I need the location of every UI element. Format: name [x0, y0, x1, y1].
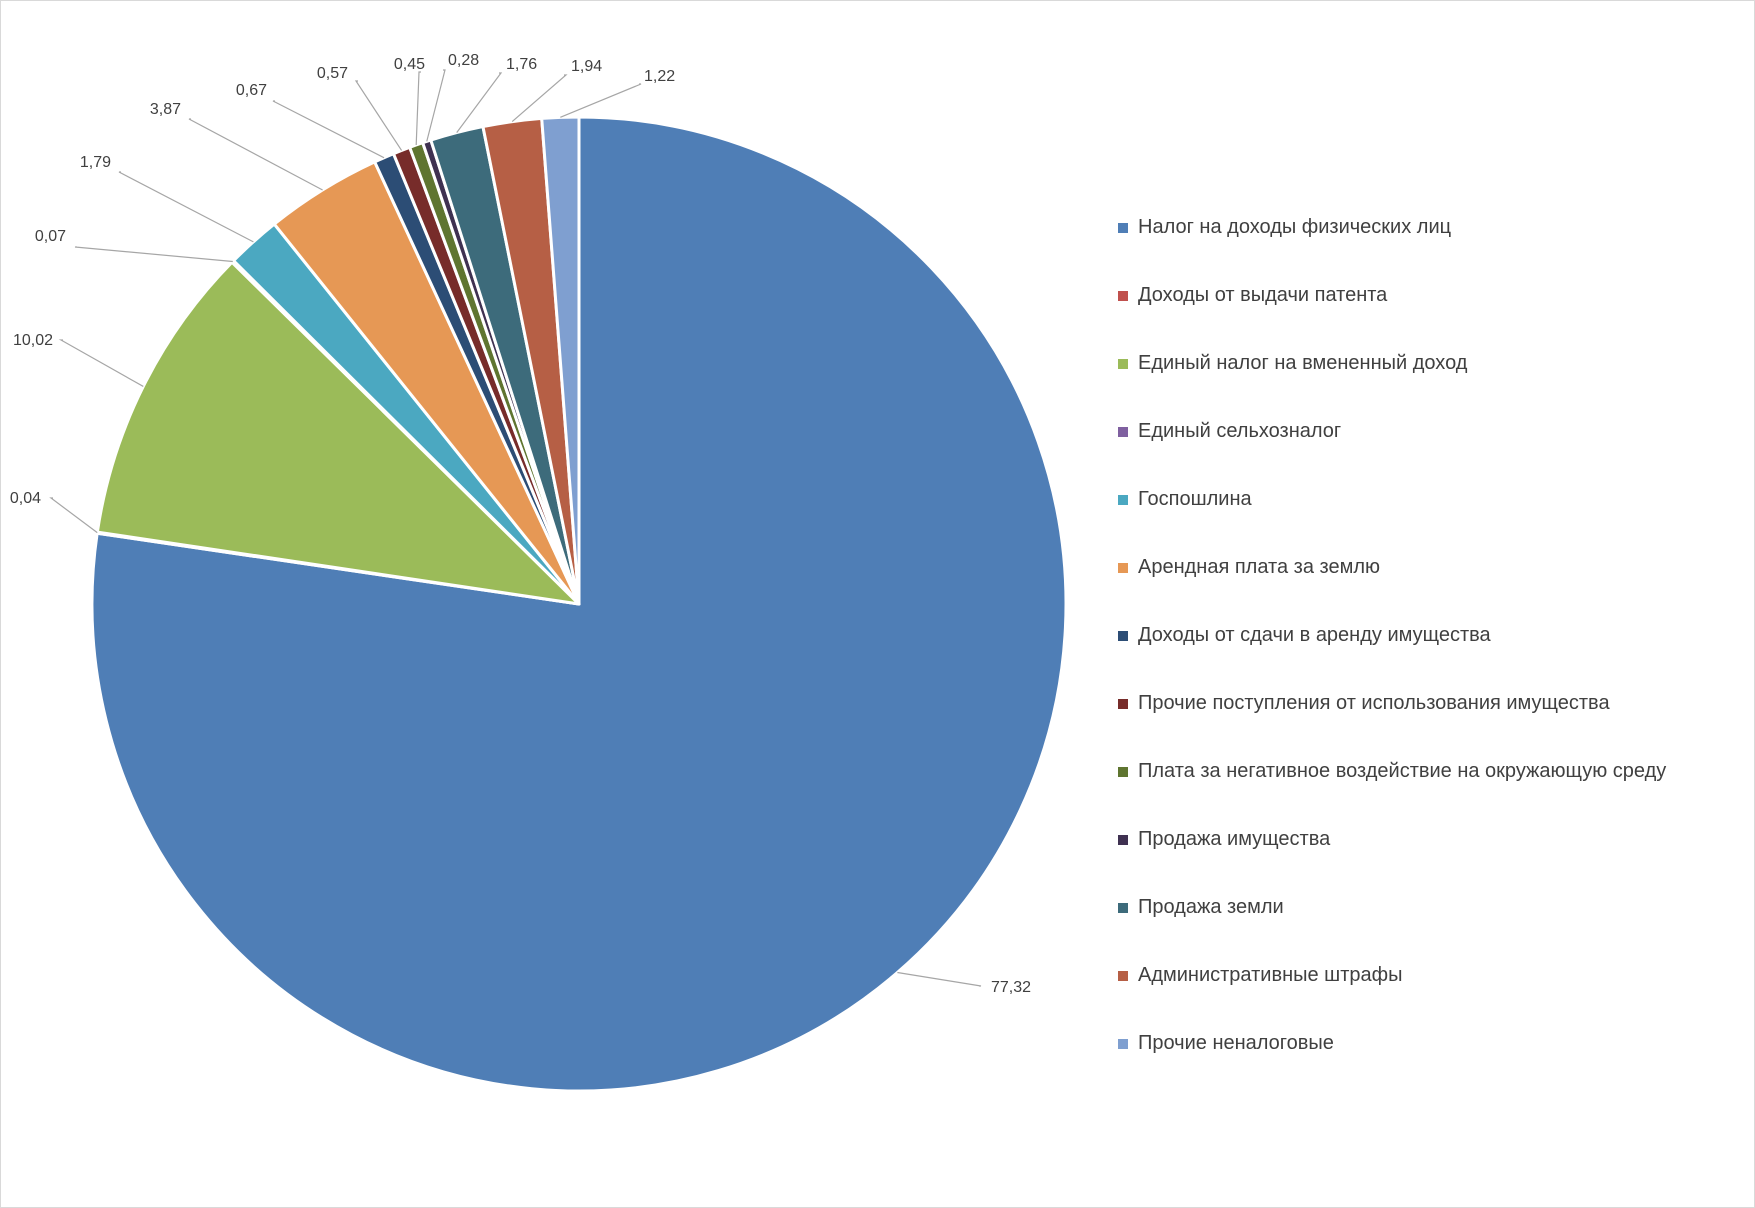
legend-swatch: [1118, 427, 1128, 437]
data-label: 77,32: [991, 979, 1031, 996]
pie-slice: [95, 260, 581, 606]
leader-line: [188, 118, 323, 191]
leader-lines: [49, 69, 982, 987]
legend-label: Продажа земли: [1138, 896, 1284, 918]
legend-swatch: [1118, 495, 1128, 505]
legend-label: Продажа имущества: [1138, 828, 1331, 850]
legend-item: Плата за негативное воздействие на окруж…: [1118, 758, 1738, 826]
data-label: 0,07: [35, 228, 66, 245]
legend-label: Плата за негативное воздействие на окруж…: [1138, 760, 1667, 782]
leader-line: [415, 71, 421, 146]
legend-swatch: [1118, 699, 1128, 709]
pie-slice: [90, 115, 1068, 1093]
legend-label: Единый сельхозналог: [1138, 420, 1342, 442]
legend-item: Налог на доходы физических лиц: [1118, 214, 1738, 282]
leader-line: [354, 80, 403, 151]
legend-item: Единый налог на вмененный доход: [1118, 350, 1738, 418]
legend-label: Доходы от сдачи в аренду имущества: [1138, 624, 1491, 646]
legend-label: Госпошлина: [1138, 488, 1252, 510]
legend-item: Доходы от выдачи патента: [1118, 282, 1738, 350]
data-label: 1,22: [644, 68, 675, 85]
legend-item: Административные штрафы: [1118, 962, 1738, 1030]
legend-item: Доходы от сдачи в аренду имущества: [1118, 622, 1738, 690]
data-label: 0,28: [448, 52, 479, 69]
legend-swatch: [1118, 903, 1128, 913]
legend-swatch: [1118, 563, 1128, 573]
legend-swatch: [1118, 631, 1128, 641]
leader-line: [118, 171, 254, 243]
legend-swatch: [1118, 1039, 1128, 1049]
legend-label: Прочие поступления от использования имущ…: [1138, 692, 1610, 714]
data-label: 0,57: [317, 65, 348, 82]
leader-line: [560, 83, 642, 118]
legend-item: Продажа земли: [1118, 894, 1738, 962]
legend-item: Арендная плата за землю: [1118, 554, 1738, 622]
legend-label: Прочие неналоговые: [1138, 1032, 1334, 1054]
legend-item: Единый сельхозналог: [1118, 418, 1738, 486]
leader-line: [511, 74, 568, 123]
legend-swatch: [1118, 223, 1128, 233]
data-label: 10,02: [13, 332, 53, 349]
leader-line: [272, 100, 385, 159]
legend-label: Административные штрафы: [1138, 964, 1403, 986]
leader-line: [456, 72, 503, 133]
legend-item: Прочие поступления от использования имущ…: [1118, 690, 1738, 758]
data-label: 0,04: [10, 490, 41, 507]
leader-line: [426, 69, 446, 142]
legend-label: Единый налог на вмененный доход: [1138, 352, 1468, 374]
data-label: 1,76: [506, 56, 537, 73]
legend-swatch: [1118, 835, 1128, 845]
legend-item: Прочие неналоговые: [1118, 1030, 1738, 1098]
leader-line: [58, 339, 144, 387]
data-label: 0,67: [236, 82, 267, 99]
data-label: 0,45: [394, 56, 425, 73]
legend-label: Налог на доходы физических лиц: [1138, 216, 1452, 238]
legend-swatch: [1118, 291, 1128, 301]
data-label: 1,94: [571, 58, 602, 75]
legend-swatch: [1118, 359, 1128, 369]
legend-item: Госпошлина: [1118, 486, 1738, 554]
legend-swatch: [1118, 971, 1128, 981]
legend: Налог на доходы физических лиц Доходы от …: [1118, 214, 1738, 1098]
leader-line: [49, 497, 98, 534]
legend-label: Доходы от выдачи патента: [1138, 284, 1388, 306]
leader-line: [74, 246, 233, 263]
data-label: 1,79: [80, 154, 111, 171]
legend-swatch: [1118, 767, 1128, 777]
legend-item: Продажа имущества: [1118, 826, 1738, 894]
leader-line: [897, 971, 982, 987]
legend-label: Арендная плата за землю: [1138, 556, 1380, 578]
pie-slices: [90, 115, 1068, 1093]
data-label: 3,87: [150, 101, 181, 118]
data-labels: 77,32 0,04 10,02 0,07 1,79 3,87 0,67 0,57 0,45 0,…: [10, 52, 1031, 996]
